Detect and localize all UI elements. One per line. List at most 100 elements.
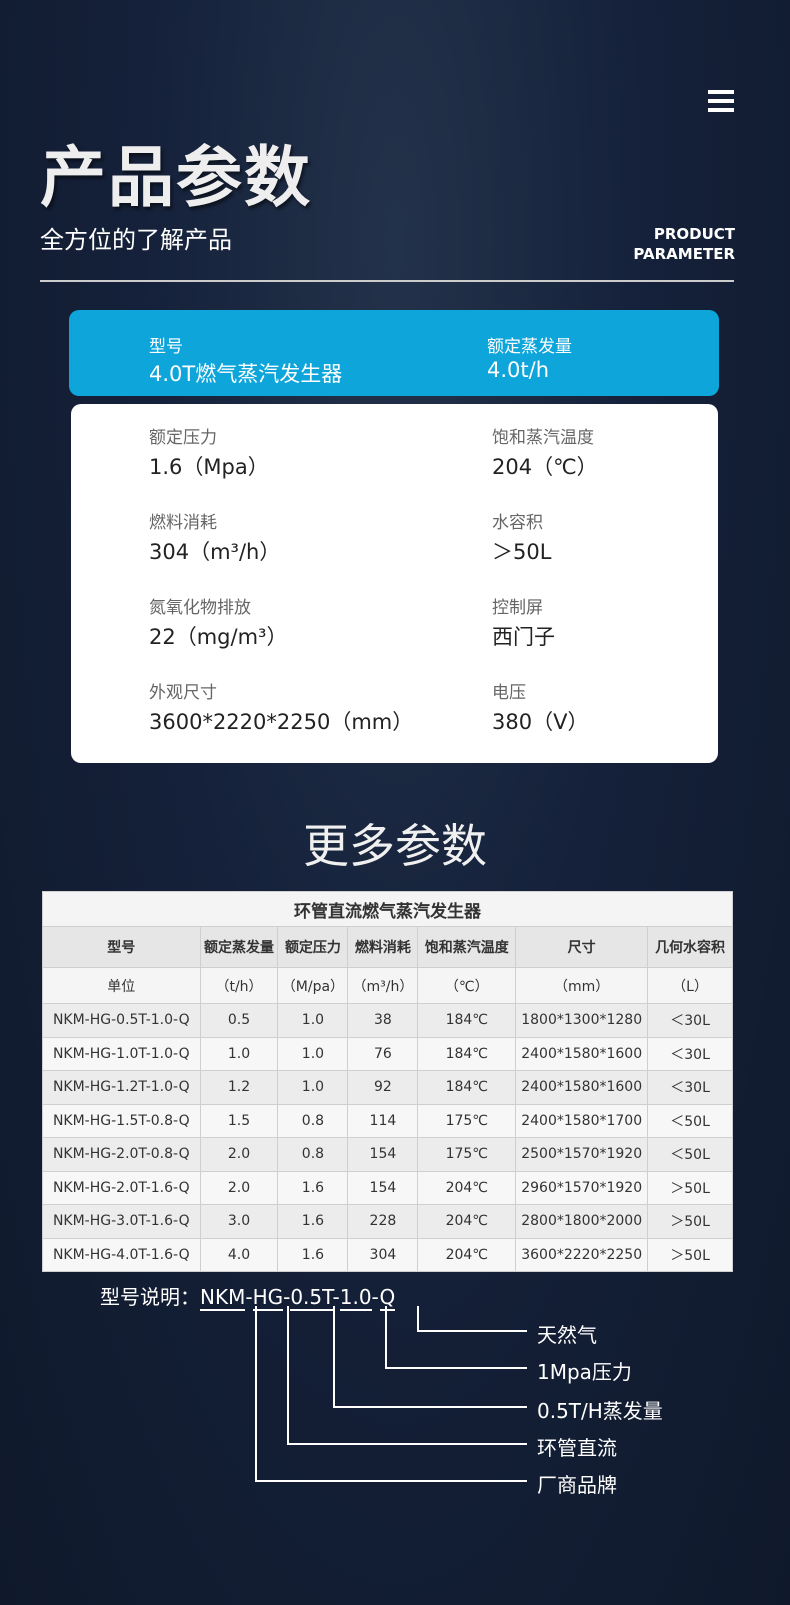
page-title: 产品参数: [40, 139, 312, 216]
table-cell: 1.6: [277, 1204, 349, 1239]
table-cell: NKM-HG-1.0T-1.0-Q: [42, 1036, 201, 1071]
en-line-2: PARAMETER: [633, 245, 735, 263]
table-cell: 114: [347, 1103, 419, 1138]
table-cell: 184℃: [417, 1036, 517, 1071]
parameter-table: 环管直流燃气蒸汽发生器 型号 额定蒸发量 额定压力 燃料消耗 饱和蒸汽温度 尺寸 几何水容积…: [42, 891, 733, 1272]
hamburger-icon[interactable]: [708, 90, 734, 112]
table-cell: NKM-HG-2.0T-0.8-Q: [42, 1137, 201, 1172]
meaning-natural-gas: 天然气: [537, 1323, 597, 1347]
separator: -: [371, 1285, 380, 1309]
column-header: 额定蒸发量: [199, 926, 279, 968]
table-cell: 204℃: [417, 1237, 517, 1272]
spec-model: 型号 4.0T燃气蒸汽发生器: [149, 332, 342, 388]
table-cell: 0.5: [199, 1003, 279, 1038]
spec-value: 204（℃）: [492, 455, 598, 479]
separator: -: [245, 1285, 253, 1309]
table-cell: ＞50L: [647, 1237, 733, 1272]
unit-cell: （℃）: [417, 967, 517, 1004]
table-cell: ＜30L: [647, 1070, 733, 1105]
table-cell: 38: [347, 1003, 419, 1038]
spec-value: 304（m³/h）: [149, 540, 281, 564]
table-cell: 184℃: [417, 1003, 517, 1038]
spec-item: 控制屏 西门子: [492, 593, 555, 651]
leader-hg: [287, 1306, 527, 1445]
table-cell: 204℃: [417, 1170, 517, 1205]
table-cell: 2400*1580*1700: [515, 1103, 649, 1138]
spec-rated-evaporation: 额定蒸发量 4.0t/h: [487, 332, 572, 382]
column-header: 几何水容积: [647, 926, 733, 968]
table-row: NKM-HG-1.2T-1.0-Q 1.2 1.0 92 184℃ 2400*1580*1…: [42, 1070, 733, 1105]
spec-label: 额定蒸发量: [487, 337, 572, 357]
spec-value: 西门子: [492, 625, 555, 649]
spec-value: 380（V）: [492, 710, 589, 734]
table-cell: ＜50L: [647, 1137, 733, 1172]
table-cell: 76: [347, 1036, 419, 1071]
table-cell: 2400*1580*1600: [515, 1070, 649, 1105]
english-title: PRODUCT PARAMETER: [633, 224, 735, 264]
column-header: 燃料消耗: [347, 926, 419, 968]
table-title: 环管直流燃气蒸汽发生器: [42, 891, 733, 927]
spec-item: 电压 380（V）: [492, 678, 588, 736]
spec-item: 燃料消耗 304（m³/h）: [149, 508, 280, 566]
leader-pressure: [385, 1306, 527, 1369]
table-cell: 2500*1570*1920: [515, 1137, 649, 1172]
table-cell: 175℃: [417, 1103, 517, 1138]
table-cell: ＞50L: [647, 1204, 733, 1239]
table-cell: 1.5: [199, 1103, 279, 1138]
spec-label: 水容积: [492, 513, 543, 533]
table-cell: 154: [347, 1170, 419, 1205]
column-header: 尺寸: [515, 926, 649, 968]
spec-value: 4.0t/h: [487, 358, 550, 382]
explain-label: 型号说明：: [100, 1285, 200, 1309]
table-cell: NKM-HG-2.0T-1.6-Q: [42, 1170, 201, 1205]
table-cell: 1.0: [277, 1003, 349, 1038]
spec-label: 电压: [492, 683, 526, 703]
spec-value: 22（mg/m³）: [149, 625, 288, 649]
table-cell: ＞50L: [647, 1170, 733, 1205]
table-cell: 204℃: [417, 1204, 517, 1239]
meaning-brand: 厂商品牌: [537, 1473, 617, 1497]
table-cell: 0.8: [277, 1103, 349, 1138]
table-cell: ＜50L: [647, 1103, 733, 1138]
unit-cell: 单位: [42, 967, 201, 1004]
leader-capacity: [333, 1306, 527, 1408]
column-header: 额定压力: [277, 926, 349, 968]
unit-cell: （L）: [647, 967, 733, 1004]
table-cell: ＜30L: [647, 1003, 733, 1038]
table-cell: NKM-HG-4.0T-1.6-Q: [42, 1237, 201, 1272]
column-header: 型号: [42, 926, 201, 968]
meaning-ring-tube: 环管直流: [537, 1436, 617, 1460]
unit-cell: （t/h）: [199, 967, 279, 1004]
spec-card: 额定压力 1.6（Mpa） 饱和蒸汽温度 204（℃） 燃料消耗 304（m³/h） 水容积…: [71, 404, 718, 763]
table-row: NKM-HG-3.0T-1.6-Q 3.0 1.6 228 204℃ 2800*1800*…: [42, 1204, 733, 1239]
spec-label: 控制屏: [492, 598, 543, 618]
spec-value: 1.6（Mpa）: [149, 455, 269, 479]
spec-item: 额定压力 1.6（Mpa）: [149, 423, 269, 481]
table-cell: 3600*2220*2250: [515, 1237, 649, 1272]
table-cell: 3.0: [199, 1204, 279, 1239]
table-row: NKM-HG-2.0T-1.6-Q 2.0 1.6 154 204℃ 2960*1570*…: [42, 1170, 733, 1205]
leader-q: [417, 1306, 527, 1332]
spec-label: 外观尺寸: [149, 683, 217, 703]
table-cell: 2960*1570*1920: [515, 1170, 649, 1205]
en-line-1: PRODUCT: [653, 225, 735, 243]
model-part: 1.0: [339, 1285, 372, 1311]
table-row: NKM-HG-2.0T-0.8-Q 2.0 0.8 154 175℃ 2500*1570*…: [42, 1137, 733, 1172]
model-explanation: 型号说明：NKM-HG-0.5T-1.0-Q: [100, 1281, 396, 1311]
table-cell: 0.8: [277, 1137, 349, 1172]
spec-label: 氮氧化物排放: [149, 598, 251, 618]
table-cell: 304: [347, 1237, 419, 1272]
spec-item: 氮氧化物排放 22（mg/m³）: [149, 593, 287, 651]
table-cell: NKM-HG-1.2T-1.0-Q: [42, 1070, 201, 1105]
table-cell: 1.6: [277, 1170, 349, 1205]
spec-value: 4.0T燃气蒸汽发生器: [149, 362, 343, 386]
meaning-pressure: 1Mpa压力: [537, 1360, 632, 1384]
table-row: NKM-HG-4.0T-1.6-Q 4.0 1.6 304 204℃ 3600*2220*…: [42, 1237, 733, 1272]
divider: [40, 280, 734, 282]
table-row: NKM-HG-1.5T-0.8-Q 1.5 0.8 114 175℃ 2400*1580*…: [42, 1103, 733, 1138]
unit-cell: （mm）: [515, 967, 649, 1004]
table-cell: 2800*1800*2000: [515, 1204, 649, 1239]
table-cell: 228: [347, 1204, 419, 1239]
model-part: Q: [379, 1285, 396, 1311]
section-title: 更多参数: [303, 819, 487, 873]
